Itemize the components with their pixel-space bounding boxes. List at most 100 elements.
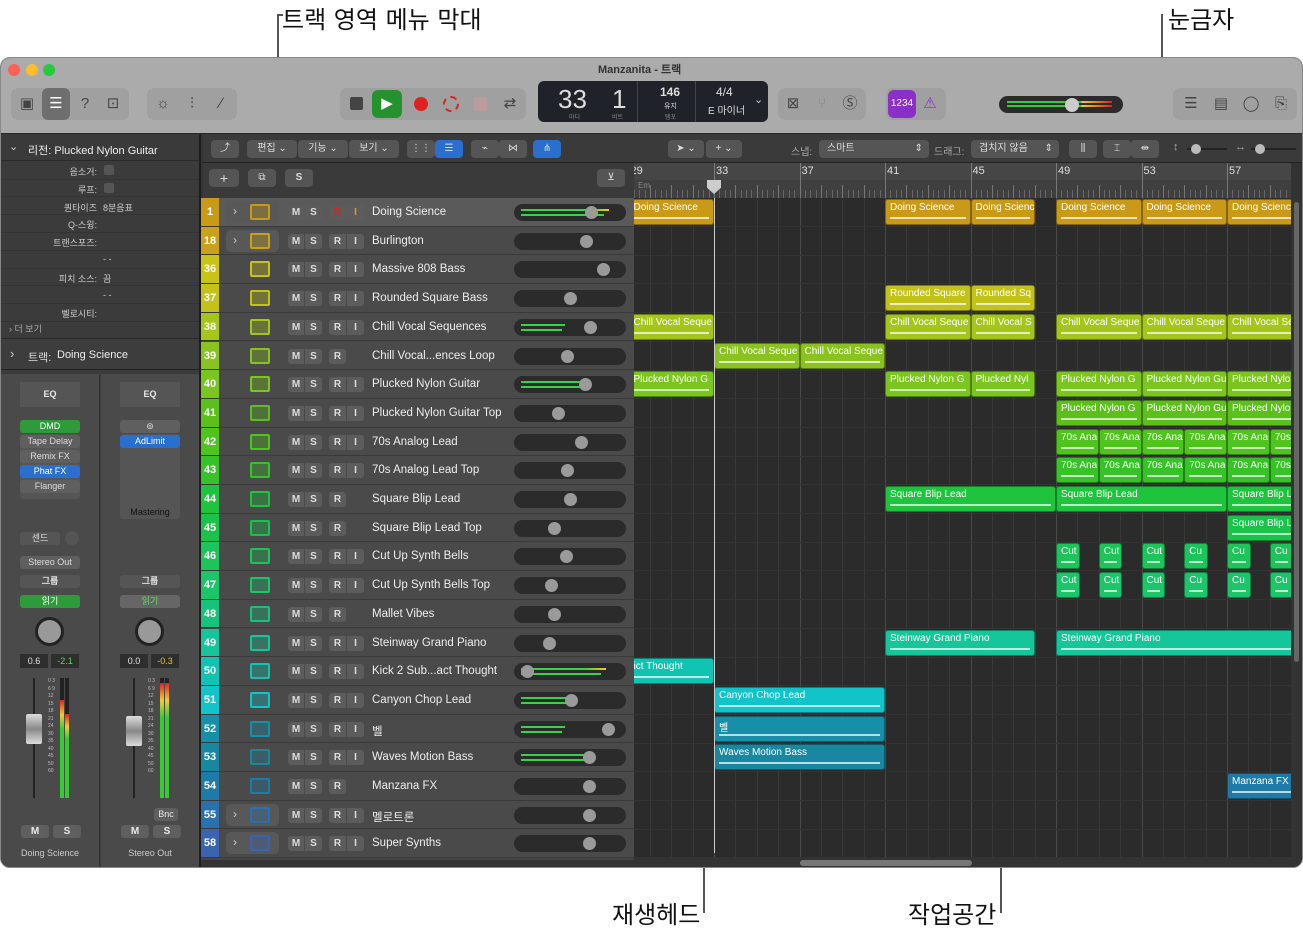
playhead-handle[interactable] xyxy=(707,180,721,194)
inspector-row[interactable]: - - xyxy=(1,287,199,305)
region[interactable]: Cu xyxy=(1227,572,1251,599)
capture-record-icon[interactable] xyxy=(474,97,487,111)
horizontal-auto-zoom-icon[interactable]: ⇹ xyxy=(1131,140,1159,158)
region[interactable]: Plucked Nylo xyxy=(1227,371,1291,398)
region[interactable]: Manzana FX xyxy=(1227,773,1291,799)
region[interactable]: Plucked Nylon Gu xyxy=(1141,399,1227,426)
volume-slider[interactable] xyxy=(514,720,626,738)
region[interactable]: Canyon Chop Lead xyxy=(714,686,885,713)
master-volume-knob[interactable] xyxy=(1065,98,1080,112)
region[interactable]: Doing Science xyxy=(970,199,1035,225)
inspector-row[interactable]: 트랜스포즈: xyxy=(1,233,199,251)
track-inspector-header[interactable]: › 트랙: Doing Science xyxy=(1,338,199,370)
region[interactable]: Cu xyxy=(1269,543,1291,570)
region[interactable]: 70s Ana xyxy=(1184,428,1227,455)
volume-knob[interactable] xyxy=(542,636,556,650)
solo-button[interactable]: S xyxy=(305,520,322,536)
solo-button[interactable]: S xyxy=(153,825,181,838)
track-header[interactable]: 42 M S R I 70s Analog Lead xyxy=(201,427,634,457)
help-icon[interactable]: ? xyxy=(80,95,90,112)
solo-icon[interactable]: Ⓢ xyxy=(842,95,858,112)
solo-button[interactable]: S xyxy=(305,807,322,823)
plugin-slot[interactable]: Phat FX xyxy=(20,465,80,478)
waveform-zoom-icon[interactable]: ⫼ xyxy=(1069,140,1097,158)
record-enable-button[interactable]: R xyxy=(329,492,346,507)
volume-knob[interactable] xyxy=(575,435,589,449)
record-enable-button[interactable]: R xyxy=(329,836,346,852)
region[interactable]: 70s Ana xyxy=(1227,428,1270,455)
functions-menu[interactable]: 기능 ⌄ xyxy=(298,140,348,158)
midi-fx-slot[interactable]: DMD xyxy=(20,420,80,433)
region[interactable]: Chill Vocal Seque xyxy=(799,342,885,369)
vertical-auto-zoom-icon[interactable]: ⌶ xyxy=(1103,140,1131,158)
automation-button[interactable]: 읽기 xyxy=(20,595,80,608)
volume-slider[interactable] xyxy=(514,261,626,279)
secondary-tool[interactable]: + ⌄ xyxy=(706,140,742,158)
mute-button[interactable]: M xyxy=(288,319,304,335)
volume-slider[interactable] xyxy=(514,835,626,853)
region[interactable]: Cut xyxy=(1098,572,1123,599)
inspector-row[interactable]: - - xyxy=(1,251,199,269)
track-header[interactable]: 38 M S R I Chill Vocal Sequences xyxy=(201,312,634,342)
view-menu[interactable]: 보기 ⌄ xyxy=(349,140,399,158)
pointer-tool[interactable]: ➤ ⌄ xyxy=(668,140,704,158)
input-monitoring-button[interactable]: I xyxy=(347,405,364,421)
region-inspector-header[interactable]: ⌄ 리전: Plucked Nylon Guitar xyxy=(1,134,199,161)
solo-button[interactable]: S xyxy=(305,692,322,708)
plugin-slot[interactable]: Flanger xyxy=(20,480,80,493)
region[interactable]: 70s Ana xyxy=(1056,428,1099,455)
mute-button[interactable]: M xyxy=(288,779,304,794)
track-header[interactable]: 1 › M S R I Doing Science xyxy=(201,198,634,227)
region[interactable]: Cu xyxy=(1269,572,1291,599)
solo-button[interactable]: S xyxy=(305,549,322,565)
volume-knob[interactable] xyxy=(565,693,579,707)
region[interactable]: Square Blip Lead xyxy=(885,486,1056,512)
solo-button[interactable]: S xyxy=(285,169,313,187)
volume-knob[interactable] xyxy=(564,493,578,506)
horizontal-scrollbar[interactable] xyxy=(634,858,1291,867)
mute-button[interactable]: M xyxy=(288,520,304,536)
volume-slider[interactable] xyxy=(514,290,626,308)
close-button[interactable] xyxy=(8,64,20,76)
send-knob[interactable] xyxy=(65,531,79,545)
track-header[interactable]: 18 › M S R I Burlington xyxy=(201,226,634,256)
bounce-button[interactable]: Bnc xyxy=(154,808,178,821)
eq-button[interactable]: EQ xyxy=(120,382,180,407)
solo-button[interactable]: S xyxy=(305,319,322,335)
region[interactable]: Plucked Nylo xyxy=(1227,399,1291,426)
flex-icon[interactable]: ⋈ xyxy=(499,140,527,158)
count-in-button[interactable]: 1234 xyxy=(888,90,916,118)
ruler[interactable]: 29 33 37 41 45 49 53 57 Em xyxy=(634,163,1291,198)
replace-record-icon[interactable] xyxy=(443,96,459,112)
plugin-slot[interactable]: Remix FX xyxy=(20,450,80,463)
mute-button[interactable]: M xyxy=(288,434,304,450)
track-header[interactable]: 37 M S R I Rounded Square Bass xyxy=(201,284,634,313)
volume-slider[interactable] xyxy=(514,749,626,767)
folder-stack-button[interactable]: › xyxy=(226,201,279,223)
volume-knob[interactable] xyxy=(583,751,597,765)
volume-fader[interactable] xyxy=(26,714,42,744)
record-enable-button[interactable]: R xyxy=(329,750,346,766)
zoom-button[interactable] xyxy=(43,64,55,76)
edit-menu[interactable]: 편집 ⌄ xyxy=(247,140,297,158)
eq-button[interactable]: EQ xyxy=(20,382,80,407)
region[interactable]: Doing Science xyxy=(1141,199,1227,225)
record-enable-button[interactable]: R xyxy=(329,205,346,220)
folder-stack-button[interactable]: › xyxy=(226,832,279,855)
volume-slider[interactable] xyxy=(514,232,626,250)
solo-button[interactable]: S xyxy=(305,750,322,766)
region[interactable]: Rounded Sq xyxy=(970,285,1035,312)
volume-knob[interactable] xyxy=(579,378,593,392)
region[interactable]: Square Blip Lead xyxy=(1056,486,1227,512)
master-volume-slider[interactable] xyxy=(999,96,1123,113)
solo-button[interactable]: S xyxy=(305,578,322,594)
region[interactable]: Chill Vocal Seque xyxy=(634,313,714,340)
region[interactable]: 70s Ana xyxy=(1098,457,1142,484)
track-header[interactable]: 36 M S R I Massive 808 Bass xyxy=(201,255,634,285)
track-header[interactable]: 51 M S R I Canyon Chop Lead xyxy=(201,685,634,715)
record-enable-button[interactable]: R xyxy=(329,291,346,307)
region[interactable]: Cut xyxy=(1056,543,1080,570)
mute-button[interactable]: M xyxy=(288,377,304,393)
region[interactable]: Chill Vocal Seque xyxy=(1056,313,1142,340)
volume-knob[interactable] xyxy=(602,722,616,736)
